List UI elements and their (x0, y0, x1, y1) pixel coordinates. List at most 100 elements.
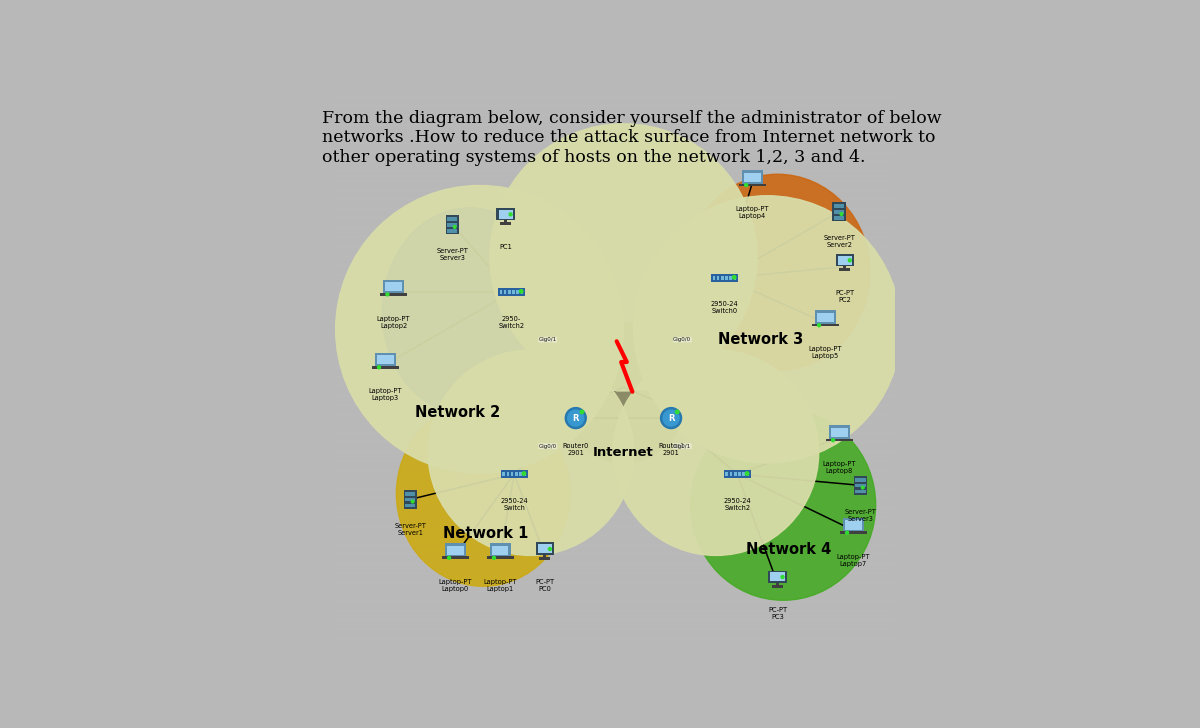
Circle shape (520, 290, 523, 293)
Bar (512, 290, 515, 294)
Bar (500, 222, 511, 225)
Circle shape (840, 213, 842, 215)
Text: Gig0/1: Gig0/1 (673, 443, 691, 448)
Bar (856, 484, 865, 487)
Bar (834, 216, 845, 220)
Bar (713, 276, 715, 280)
Circle shape (660, 408, 682, 429)
Text: Router1
2901: Router1 2901 (658, 443, 684, 456)
Text: PC1: PC1 (499, 245, 512, 250)
Bar (829, 425, 850, 439)
Bar (500, 470, 528, 478)
Bar (380, 293, 407, 296)
Bar (446, 545, 463, 555)
Text: Server-PT
Server3: Server-PT Server3 (845, 509, 876, 522)
Text: Server-PT
Server1: Server-PT Server1 (395, 523, 426, 536)
Ellipse shape (685, 174, 870, 371)
Circle shape (378, 366, 380, 369)
Text: Laptop-PT
Laptop7: Laptop-PT Laptop7 (836, 554, 870, 566)
Bar (506, 472, 509, 476)
Circle shape (781, 576, 784, 579)
Text: Laptop-PT
Laptop5: Laptop-PT Laptop5 (809, 347, 842, 360)
Text: 2950-24
Switch0: 2950-24 Switch0 (710, 301, 738, 314)
Ellipse shape (559, 323, 688, 463)
Bar (385, 282, 402, 291)
Bar (492, 545, 509, 555)
Text: Gig0/0: Gig0/0 (673, 337, 691, 342)
Text: 2950-24
Switch2: 2950-24 Switch2 (724, 498, 751, 510)
Bar (776, 582, 779, 585)
Circle shape (428, 350, 634, 555)
Bar (499, 290, 503, 294)
Bar (448, 223, 457, 226)
Bar (834, 205, 845, 208)
Text: Server-PT
Server3: Server-PT Server3 (437, 248, 468, 261)
Bar (725, 276, 728, 280)
Circle shape (448, 556, 450, 559)
Bar (516, 290, 520, 294)
Bar (515, 472, 517, 476)
Bar (372, 366, 398, 368)
Text: 2950-
Switch2: 2950- Switch2 (498, 315, 524, 328)
Text: Laptop-PT
Laptop0: Laptop-PT Laptop0 (438, 579, 472, 592)
Bar (448, 217, 457, 221)
Bar (743, 472, 745, 476)
Bar (826, 439, 853, 441)
Circle shape (490, 124, 757, 391)
Text: Laptop-PT
Laptop8: Laptop-PT Laptop8 (822, 462, 856, 474)
Bar (490, 543, 510, 557)
Circle shape (862, 486, 864, 489)
Bar (406, 498, 415, 502)
Bar (856, 490, 865, 493)
Circle shape (548, 547, 551, 550)
Bar (544, 555, 546, 557)
Circle shape (664, 410, 679, 426)
Bar (383, 280, 404, 293)
Bar (833, 202, 846, 221)
Bar (724, 470, 751, 478)
Bar (520, 472, 522, 476)
Bar (716, 276, 720, 280)
Bar (521, 290, 523, 294)
Bar (523, 472, 526, 476)
Bar (856, 478, 865, 481)
Text: Network 2: Network 2 (415, 405, 500, 420)
Bar (726, 472, 728, 476)
Text: Network 1: Network 1 (443, 526, 529, 540)
Bar (498, 210, 512, 218)
Text: Laptop-PT
Laptop3: Laptop-PT Laptop3 (368, 388, 402, 401)
Ellipse shape (383, 208, 556, 415)
Bar (511, 472, 514, 476)
Bar (445, 543, 466, 557)
Text: Gig0/0: Gig0/0 (539, 443, 557, 448)
Bar (840, 531, 866, 534)
Bar (403, 490, 418, 509)
Bar (844, 266, 846, 269)
Circle shape (336, 186, 624, 473)
Bar (448, 229, 457, 232)
Circle shape (745, 183, 748, 186)
Bar (377, 355, 394, 364)
Circle shape (386, 293, 389, 296)
Bar (817, 313, 834, 323)
Text: PC-PT
PC3: PC-PT PC3 (768, 607, 787, 620)
Bar (742, 170, 763, 184)
Text: R: R (572, 414, 580, 422)
Bar (739, 183, 766, 186)
Circle shape (732, 276, 736, 279)
Bar (498, 288, 524, 296)
Bar (508, 290, 511, 294)
Bar (538, 545, 552, 553)
Bar (406, 504, 415, 507)
Circle shape (676, 410, 679, 414)
Text: Laptop-PT
Laptop1: Laptop-PT Laptop1 (484, 579, 517, 592)
Bar (770, 572, 785, 581)
Bar (834, 210, 845, 214)
Bar (830, 428, 847, 437)
Bar (811, 324, 839, 326)
Bar (535, 542, 554, 555)
Bar (845, 521, 862, 529)
Bar (486, 556, 514, 559)
Circle shape (412, 500, 414, 503)
Text: PC-PT
PC0: PC-PT PC0 (535, 579, 554, 592)
